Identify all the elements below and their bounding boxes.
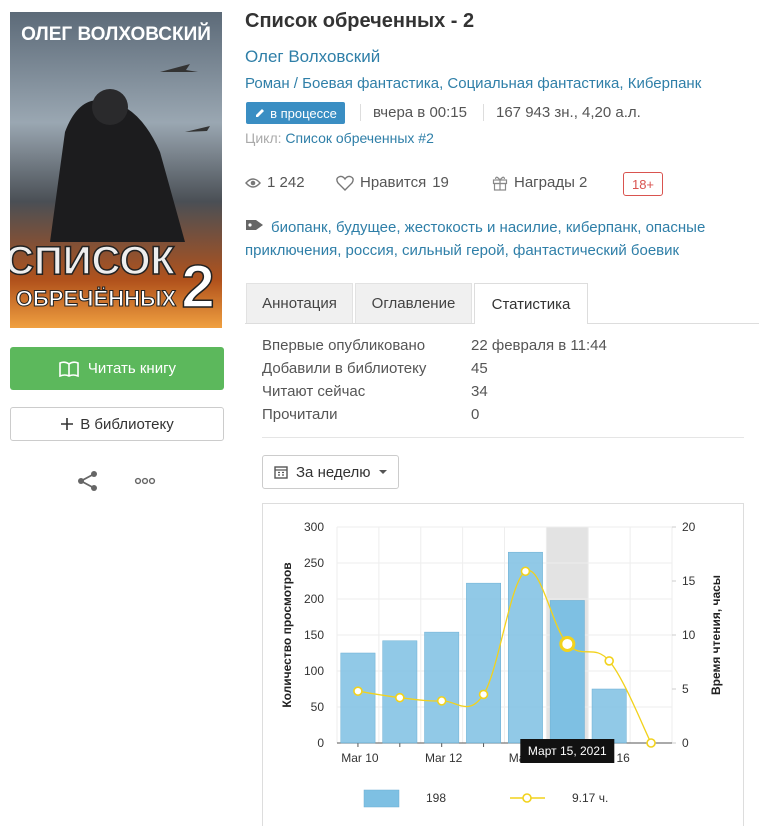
caret-icon	[379, 470, 388, 474]
tag-icon	[246, 220, 263, 230]
bar	[340, 652, 376, 744]
stat-label: Прочитали	[262, 406, 338, 423]
cover-title: СПИСОК	[10, 239, 175, 283]
cycle-link[interactable]: Список обреченных #2	[285, 130, 434, 146]
y-tick-label: 50	[311, 700, 325, 714]
status-label: в процессе	[270, 105, 337, 121]
y2-tick-label: 0	[682, 736, 689, 750]
stat-label: Добавили в библиотеку	[262, 360, 427, 377]
y2-tick-label: 15	[682, 574, 696, 588]
y2-tick-label: 5	[682, 682, 689, 696]
x-tick-label: Mar 10	[341, 751, 379, 765]
y-axis-label: Количество просмотров	[280, 562, 294, 707]
period-label: За неделю	[296, 463, 371, 481]
tab-active[interactable]: Статистика	[474, 283, 588, 324]
book-icon	[59, 360, 79, 377]
plus-icon	[61, 418, 74, 430]
more-button[interactable]	[134, 476, 158, 486]
line-point	[520, 566, 531, 577]
read-button[interactable]: Читать книгу	[10, 347, 224, 390]
cycle-label: Цикл:	[245, 130, 282, 146]
heart-icon	[336, 175, 354, 191]
library-button-label: В библиотеку	[80, 415, 174, 433]
legend-swatch	[522, 793, 532, 803]
stat-value: 22 февраля в 11:44	[471, 337, 607, 354]
line-point	[436, 696, 447, 706]
chart-frame	[262, 503, 744, 826]
cover-figure	[92, 89, 128, 125]
cover-title: ОБРЕЧЁННЫХ	[16, 286, 177, 311]
bar	[424, 631, 460, 744]
cover-number: 2	[181, 253, 214, 320]
y-tick-label: 200	[304, 592, 324, 606]
y-tick-label: 150	[304, 628, 324, 642]
book-cover[interactable]: ОЛЕГ ВОЛХОВСКИЙ СПИСОК ОБРЕЧЁННЫХ 2	[10, 12, 222, 328]
likes-count: 19	[432, 174, 449, 191]
calendar-icon	[274, 466, 288, 479]
period-dropdown[interactable]: За неделю	[262, 455, 399, 489]
read-button-label: Читать книгу	[87, 360, 177, 377]
separator	[262, 437, 744, 438]
bar	[591, 688, 627, 744]
book-size: 167 943 зн., 4,20 а.л.	[483, 104, 641, 121]
legend-swatch	[363, 789, 400, 808]
likes-label: Нравится	[360, 174, 427, 191]
line-point	[559, 635, 576, 652]
views-count: 1 242	[267, 174, 305, 191]
y-tick-label: 100	[304, 664, 324, 678]
line-point	[604, 656, 614, 666]
line-point	[646, 738, 656, 748]
book-genres[interactable]: Роман / Боевая фантастика, Социальная фа…	[245, 75, 702, 92]
stat-label: Читают сейчас	[262, 383, 366, 400]
legend-label: 9.17 ч.	[572, 791, 608, 805]
awards-label: Награды 2	[514, 174, 588, 191]
eye-icon	[245, 177, 261, 188]
bar	[382, 640, 418, 744]
y2-tick-label: 20	[682, 520, 696, 534]
views: 1 242	[245, 174, 305, 191]
x-tick-label: Mar 12	[425, 751, 463, 765]
stat-value: 0	[471, 406, 480, 423]
status-badge: в процессе	[246, 102, 345, 124]
stat-value: 45	[471, 360, 488, 377]
tab[interactable]: Оглавление	[355, 283, 472, 323]
line-point	[478, 689, 489, 700]
y-tick-label: 300	[304, 520, 324, 534]
stat-value: 34	[471, 383, 488, 400]
cycle: Цикл: Список обреченных #2	[245, 130, 434, 146]
line-point	[395, 692, 405, 703]
y2-axis-label: Время чтения, часы	[709, 575, 723, 695]
gift-icon	[492, 176, 508, 191]
awards[interactable]: Награды 2	[492, 174, 587, 191]
tooltip	[520, 739, 615, 763]
cover-author: ОЛЕГ ВОЛХОВСКИЙ	[21, 23, 211, 45]
book-author[interactable]: Олег Волховский	[245, 47, 381, 66]
age-badge: 18+	[623, 172, 663, 196]
tags[interactable]: биопанк, будущее, жестокость и насилие, …	[245, 219, 706, 259]
cover-figure	[50, 100, 185, 242]
share-button[interactable]	[76, 470, 100, 492]
book-title: Список обреченных - 2	[245, 10, 475, 32]
y2-tick-label: 10	[682, 628, 696, 642]
legend-label: 198	[426, 791, 446, 805]
library-button[interactable]: В библиотеку	[10, 407, 224, 441]
tooltip-label: Март 15, 2021	[528, 744, 607, 758]
pencil-icon	[256, 109, 265, 117]
bar	[508, 551, 543, 744]
cover-planes	[160, 64, 210, 132]
y-tick-label: 0	[317, 736, 324, 750]
stat-label: Впервые опубликовано	[262, 337, 426, 354]
updated: вчера в 00:15	[360, 104, 467, 121]
line-point	[353, 686, 363, 696]
likes[interactable]: Нравится 19	[336, 174, 449, 191]
y-tick-label: 250	[304, 556, 324, 570]
chart: 0 50 100 150 200 250 300 0 5 10 15 20 Количество про…	[262, 503, 744, 826]
tab[interactable]: Аннотация	[246, 283, 353, 323]
